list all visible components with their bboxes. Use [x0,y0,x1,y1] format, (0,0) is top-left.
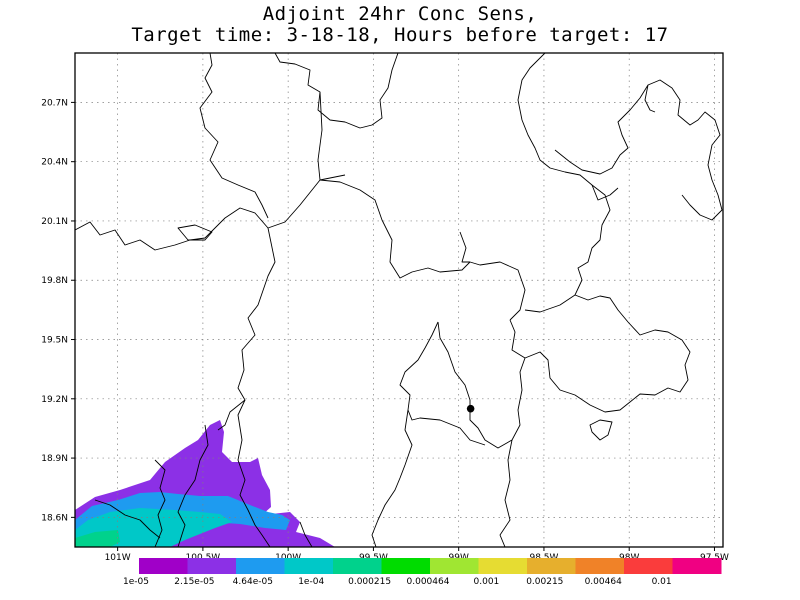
colorbar: 1e-05 2.15e-05 4.64e-05 1e-04 0.000215 0.0004… [123,558,722,587]
lat-tick-label: 20.1N [41,217,68,227]
colorbar-swatch [430,558,479,574]
boundary-line [524,294,691,413]
lat-tick-label: 20.7N [41,98,68,108]
boundary-line [299,521,313,547]
map-title-line-2: Target time: 3-18-18, Hours before targe… [131,24,669,46]
boundary-line [274,53,399,129]
colorbar-swatch [575,558,625,574]
boundary-line [399,321,486,446]
contour-fill-highest [75,530,120,547]
boundary-line [554,79,723,221]
boundary-line [459,231,470,263]
boundary-line [177,224,213,241]
colorbar-swatch [236,558,285,574]
colorbar-swatch [333,558,382,574]
boundary-line [177,424,209,547]
lon-tick-label: 101W [105,553,131,563]
colorbar-swatch [284,558,334,574]
colorbar-label: 0.01 [652,577,672,587]
boundary-line [199,53,269,219]
colorbar-label: 0.00215 [526,577,563,587]
boundary-line [237,399,271,547]
colorbar-label: 0.000215 [348,577,391,587]
colorbar-label: 4.64e-05 [233,577,273,587]
boundary-line [94,499,161,539]
sensitivity-field [75,420,335,547]
boundary-line [517,53,611,296]
colorbar-label: 0.000464 [407,577,450,587]
target-location-marker [466,404,475,413]
latitude-axis-labels: 20.7N 20.4N 20.1N 19.8N 19.5N 19.2N 18.9N 18.6N [41,98,75,523]
colorbar-label: 1e-05 [123,577,149,587]
colorbar-swatch [139,558,188,574]
boundary-line [589,419,613,441]
boundary-line [217,227,276,431]
boundary-line [499,439,513,547]
lat-tick-label: 19.5N [41,336,68,346]
colorbar-swatch [478,558,528,574]
colorbar-swatch [527,558,576,574]
grid-lines [75,53,723,547]
lat-tick-label: 18.9N [41,454,68,464]
colorbar-swatch [672,558,722,574]
colorbar-label: 0.00464 [585,577,622,587]
lat-tick-label: 19.8N [41,276,68,286]
boundary-line [154,459,166,547]
colorbar-swatch [381,558,431,574]
state-boundaries [75,53,723,547]
boundary-line [371,409,413,547]
colorbar-swatch [187,558,237,574]
map-title-line-1: Adjoint 24hr Conc Sens, [262,3,538,25]
boundary-line [437,319,526,449]
boundary-line [317,91,526,321]
boundary-line [591,184,619,201]
colorbar-label: 1e-04 [298,577,324,587]
lat-tick-label: 19.2N [41,395,68,405]
lat-tick-label: 20.4N [41,158,68,168]
lat-tick-label: 18.6N [41,513,68,523]
plot-frame [74,52,724,548]
boundary-line [75,174,346,251]
boundary-line [644,84,656,113]
colorbar-label: 2.15e-05 [174,577,214,587]
colorbar-swatch [624,558,673,574]
colorbar-label: 0.001 [474,577,500,587]
